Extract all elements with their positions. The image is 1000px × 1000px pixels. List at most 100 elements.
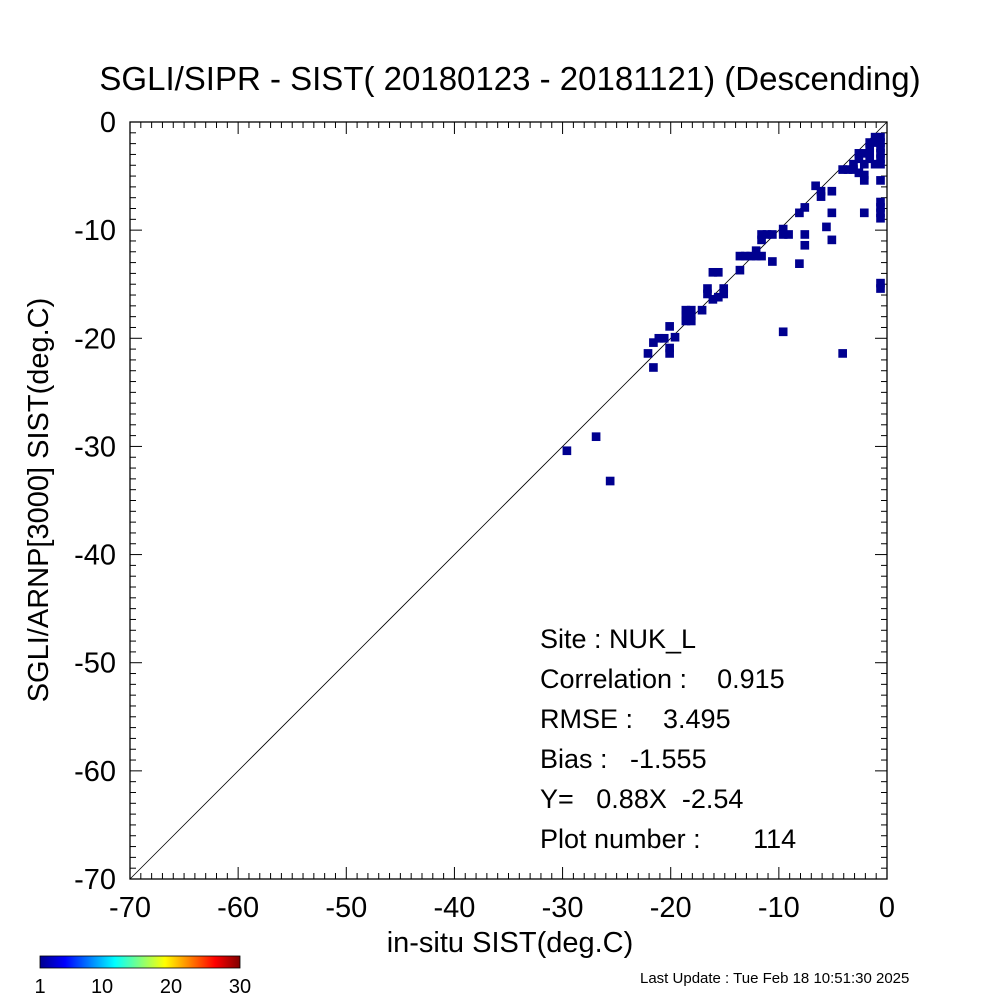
last-update-text: Last Update : Tue Feb 18 10:51:30 2025 (640, 970, 909, 987)
data-point (838, 165, 847, 174)
data-point (859, 208, 869, 218)
data-point (849, 165, 858, 174)
y-tick-label: -50 (74, 648, 116, 680)
stat-fit: Y= 0.88X -2.54 (540, 784, 743, 814)
data-point (703, 289, 712, 299)
y-tick-label: -20 (74, 323, 116, 355)
data-point (703, 284, 712, 293)
y-axis-label: SGLI/ARNP[3000] SIST(deg.C) (23, 298, 55, 703)
y-tick-labels: -70 -60 -50 -40 -30 -20 -10 0 (74, 107, 116, 896)
data-point (876, 197, 885, 207)
stat-bias: Bias : -1.555 (540, 744, 707, 774)
data-point (591, 432, 601, 442)
y-tick-label: -40 (74, 540, 116, 572)
data-point (854, 154, 864, 164)
data-point (686, 305, 696, 315)
colorbar (39, 955, 241, 969)
data-point (795, 259, 804, 268)
data-point (876, 154, 885, 164)
data-point (659, 333, 669, 343)
data-point (681, 316, 691, 326)
data-point (876, 278, 885, 288)
y-tick-label: 0 (100, 107, 116, 139)
data-point (816, 186, 826, 196)
data-point (768, 230, 777, 239)
x-tick-label: -20 (650, 892, 692, 924)
data-point (876, 159, 885, 169)
data-point (757, 230, 766, 239)
data-point (800, 203, 810, 212)
data-point (681, 305, 691, 315)
data-point (762, 230, 772, 239)
y-tick-label: -70 (74, 864, 116, 896)
y-tick-label: -30 (74, 431, 116, 463)
stat-rmse: RMSE : 3.495 (540, 704, 731, 734)
data-point (741, 251, 750, 261)
data-point (719, 289, 729, 299)
data-point (822, 222, 831, 232)
data-point (681, 311, 691, 320)
data-point (859, 149, 869, 158)
data-point (649, 363, 658, 372)
x-tick-labels: -70 -60 -50 -40 -30 -20 -10 0 (109, 892, 895, 924)
data-point (870, 132, 880, 142)
data-point (827, 186, 837, 196)
data-point (605, 476, 615, 486)
data-point (854, 168, 864, 178)
data-point (876, 213, 885, 223)
data-point (876, 132, 885, 142)
data-point (665, 343, 674, 353)
data-point (800, 240, 810, 250)
colorbar-tick-label: 30 (229, 976, 251, 998)
data-point (865, 154, 875, 164)
x-tick-label: -30 (542, 892, 584, 924)
data-point (876, 176, 885, 185)
y-tick-label: -60 (74, 756, 116, 788)
data-point (735, 251, 745, 261)
data-point (870, 159, 880, 169)
data-point (865, 149, 875, 158)
data-point (751, 251, 761, 261)
data-point (697, 305, 707, 315)
data-point (876, 138, 885, 147)
data-point (713, 292, 723, 302)
data-point (843, 165, 853, 174)
data-point (876, 284, 885, 293)
data-point (811, 181, 820, 191)
stat-correlation: Correlation : 0.915 (540, 664, 785, 694)
data-point (649, 338, 658, 347)
data-point (654, 333, 664, 343)
data-point (778, 224, 788, 234)
data-point (859, 170, 869, 180)
stat-site: Site : NUK_L (540, 624, 696, 654)
data-point (800, 230, 810, 239)
data-point (859, 159, 869, 169)
data-point (876, 208, 885, 218)
data-point (827, 208, 837, 218)
data-point (713, 267, 723, 277)
data-point (686, 311, 696, 320)
data-point (838, 349, 847, 358)
x-tick-label: -10 (758, 892, 800, 924)
stat-plot-number: Plot number : 114 (540, 824, 796, 854)
data-point (768, 257, 777, 266)
data-point (746, 251, 756, 261)
chart-title: SGLI/SIPR - SIST( 20180123 - 20181121) (… (99, 60, 920, 97)
data-point (854, 149, 864, 158)
data-point (778, 327, 788, 337)
data-point (876, 143, 885, 153)
data-point (870, 138, 880, 147)
data-point (665, 349, 674, 358)
colorbar-tick-label: 10 (91, 976, 113, 998)
x-tick-label: 0 (879, 892, 895, 924)
stats-block: Site : NUK_L Correlation : 0.915 RMSE : … (540, 624, 796, 854)
y-tick-label: -10 (74, 215, 116, 247)
x-tick-label: -50 (325, 892, 367, 924)
data-point (757, 235, 766, 245)
data-points (562, 132, 885, 486)
data-point (859, 176, 869, 185)
data-point (643, 349, 653, 358)
data-point (708, 295, 718, 304)
colorbar-tick-label: 20 (160, 976, 182, 998)
